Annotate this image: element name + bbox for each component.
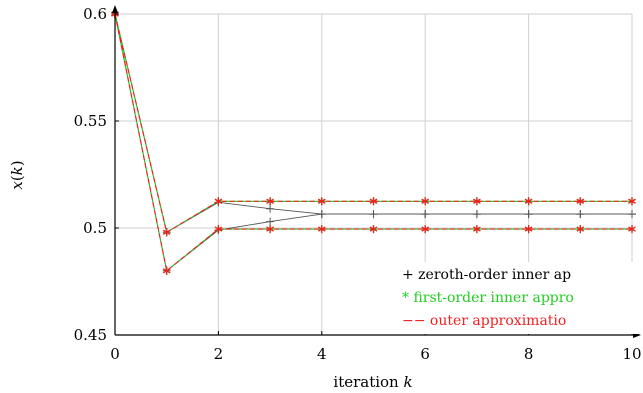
plus-marker xyxy=(628,210,636,219)
legend-item-1: + zeroth-order inner ap xyxy=(402,267,571,283)
y-tick-label: 0.55 xyxy=(74,112,107,130)
x-tick-label: 2 xyxy=(214,345,224,363)
legend-label: + zeroth-order inner ap xyxy=(402,267,571,283)
y-tick-label: 0.6 xyxy=(83,5,107,23)
star-marker xyxy=(421,197,429,206)
series-layer xyxy=(111,10,636,275)
plus-marker xyxy=(266,204,275,213)
series-1 xyxy=(111,10,636,275)
star-marker xyxy=(162,266,171,275)
star-marker xyxy=(473,225,481,234)
star-marker xyxy=(524,225,533,234)
legend-item-3: −− outer approximatio xyxy=(402,313,566,329)
legend-label: * first-order inner appro xyxy=(402,290,574,306)
x-axis-label: iteration k xyxy=(333,373,412,391)
star-marker xyxy=(214,225,223,234)
x-tick-label: 4 xyxy=(317,345,327,363)
y-tick-label: 0.5 xyxy=(83,219,107,237)
star-marker xyxy=(369,225,378,234)
x-tick-label: 0 xyxy=(110,345,120,363)
plus-marker xyxy=(576,210,585,219)
x-tick-label: 8 xyxy=(524,345,534,363)
series-3 xyxy=(111,10,636,275)
star-marker xyxy=(214,197,223,206)
plus-marker xyxy=(317,210,326,219)
star-marker xyxy=(421,225,429,234)
star-marker xyxy=(162,228,171,237)
star-marker xyxy=(576,197,585,206)
star-marker xyxy=(473,197,481,206)
legend-box xyxy=(398,262,643,334)
y-tick-label: 0.45 xyxy=(74,326,107,344)
tick-labels: 0 2 4 6 8 10 0.45 0.5 0.55 0.6 xyxy=(74,5,642,363)
series-line xyxy=(114,13,632,234)
star-marker xyxy=(266,197,274,206)
plus-marker xyxy=(266,217,275,226)
legend: + zeroth-order inner ap * first-order inn… xyxy=(398,262,643,334)
plus-marker xyxy=(524,210,533,219)
y-axis-label: x(k) xyxy=(8,160,26,189)
star-marker xyxy=(628,197,636,206)
star-marker xyxy=(369,197,378,206)
y-axis-arrow xyxy=(112,5,118,13)
x-tick-label: 10 xyxy=(622,345,641,363)
x-tick-label: 6 xyxy=(420,345,430,363)
star-marker xyxy=(318,225,326,234)
plus-marker xyxy=(472,210,481,219)
star-marker xyxy=(266,225,274,234)
star-marker xyxy=(576,225,585,234)
star-marker xyxy=(524,197,533,206)
series-2 xyxy=(111,10,636,275)
star-marker xyxy=(318,197,326,206)
legend-label: −− outer approximatio xyxy=(402,313,566,329)
plus-marker xyxy=(421,210,430,219)
star-marker xyxy=(628,225,636,234)
plus-marker xyxy=(369,210,378,219)
legend-item-2: * first-order inner appro xyxy=(402,290,574,306)
